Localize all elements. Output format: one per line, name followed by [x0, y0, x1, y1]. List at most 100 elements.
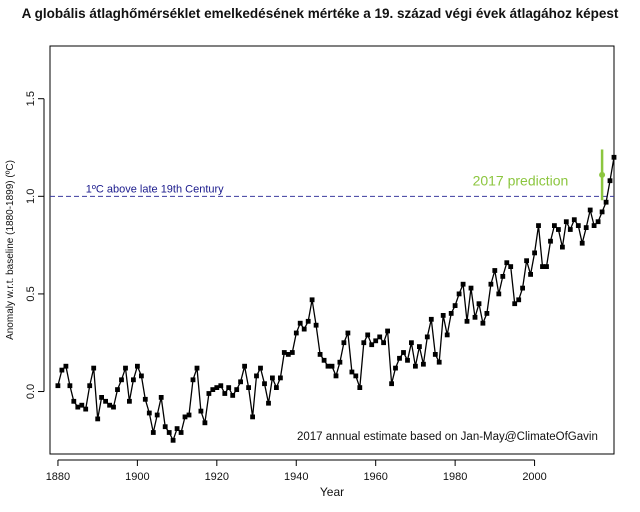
- data-point: [131, 377, 136, 383]
- data-point: [190, 377, 196, 383]
- data-point: [508, 264, 514, 269]
- data-point: [154, 412, 160, 418]
- series-line: [57, 157, 615, 442]
- data-point: [436, 359, 442, 365]
- data-point: [317, 352, 323, 357]
- data-point: [313, 322, 319, 328]
- axes: 1880 1900 1920 1940 1960 1980 2000 0.0 0.5 1.0 1.5: [25, 91, 547, 483]
- data-point: [329, 363, 335, 369]
- data-point: [55, 383, 61, 389]
- prediction-marker: [599, 149, 606, 201]
- data-point: [139, 373, 144, 379]
- data-point: [262, 381, 267, 387]
- data-point: [83, 406, 89, 412]
- data-point: [516, 297, 522, 303]
- data-point: [103, 398, 108, 404]
- series-annual-anomaly: [55, 154, 617, 443]
- data-point: [413, 363, 418, 369]
- data-point: [548, 238, 553, 244]
- chart-title: A globális átlaghőmérséklet emelkedéséne…: [21, 6, 619, 21]
- data-point: [468, 285, 474, 291]
- x-tick-label: 1920: [205, 471, 229, 483]
- data-point: [456, 291, 462, 297]
- y-axis-label: Anomaly w.r.t. baseline (1880-1899) (ºC): [5, 160, 16, 340]
- data-point: [238, 379, 243, 385]
- data-point: [591, 223, 597, 228]
- data-point: [285, 352, 291, 357]
- data-point: [373, 338, 379, 344]
- x-tick-label: 1900: [125, 471, 149, 483]
- data-point: [166, 430, 172, 435]
- x-tick-label: 1960: [363, 471, 387, 483]
- y-tick-label: 0.0: [25, 384, 37, 399]
- data-point: [222, 391, 228, 396]
- data-point: [162, 424, 168, 430]
- data-point: [79, 402, 85, 408]
- data-point: [321, 357, 327, 363]
- data-point: [234, 387, 240, 392]
- data-point: [186, 412, 192, 418]
- data-point: [488, 281, 494, 287]
- data-point: [575, 223, 581, 228]
- data-point: [393, 365, 398, 371]
- data-point: [357, 385, 363, 390]
- data-point: [377, 334, 383, 340]
- data-point: [424, 334, 430, 340]
- data-point: [218, 383, 224, 389]
- data-point: [210, 387, 216, 392]
- attribution-label: @ClimateOfGavin: [505, 431, 598, 443]
- data-point: [107, 402, 112, 408]
- data-point: [452, 303, 458, 308]
- data-point: [365, 332, 371, 338]
- data-point: [611, 154, 617, 160]
- data-point: [258, 365, 263, 371]
- data-point: [432, 352, 438, 357]
- data-point: [496, 291, 502, 297]
- data-point: [560, 244, 565, 250]
- data-point: [524, 258, 529, 264]
- data-point: [540, 264, 545, 269]
- data-point: [119, 377, 124, 383]
- data-point: [202, 420, 208, 426]
- data-point: [274, 385, 279, 390]
- data-point: [480, 320, 486, 326]
- data-point: [333, 373, 339, 379]
- data-point: [552, 223, 557, 228]
- x-tick-label: 2000: [522, 471, 546, 483]
- data-point: [341, 340, 347, 346]
- data-point: [182, 414, 188, 420]
- data-point: [325, 363, 331, 369]
- data-point: [603, 199, 609, 205]
- data-point: [63, 363, 69, 369]
- data-point: [607, 178, 613, 184]
- data-point: [587, 207, 593, 213]
- data-point: [428, 316, 434, 322]
- data-point: [301, 326, 307, 332]
- x-axis-label: Year: [320, 485, 344, 499]
- data-point: [421, 361, 426, 367]
- data-point: [127, 398, 132, 404]
- data-point: [71, 398, 77, 404]
- data-point: [512, 301, 518, 307]
- data-point: [305, 318, 311, 324]
- data-point: [158, 395, 164, 400]
- data-point: [460, 281, 466, 287]
- data-point: [361, 340, 367, 346]
- data-point: [214, 385, 220, 390]
- data-point: [246, 385, 251, 390]
- data-point: [270, 375, 275, 381]
- data-point: [170, 437, 176, 443]
- data-point: [95, 416, 101, 422]
- data-point: [389, 381, 394, 387]
- data-point: [309, 297, 315, 303]
- y-tick-label: 1.5: [25, 91, 37, 106]
- data-point: [409, 340, 414, 346]
- data-point: [178, 430, 184, 435]
- data-point: [464, 318, 470, 324]
- data-point: [448, 311, 454, 316]
- prediction-label: 2017 prediction: [473, 173, 569, 189]
- data-point: [563, 219, 569, 225]
- data-point: [142, 396, 148, 402]
- data-point: [230, 393, 236, 398]
- y-tick-label: 1.0: [25, 189, 37, 204]
